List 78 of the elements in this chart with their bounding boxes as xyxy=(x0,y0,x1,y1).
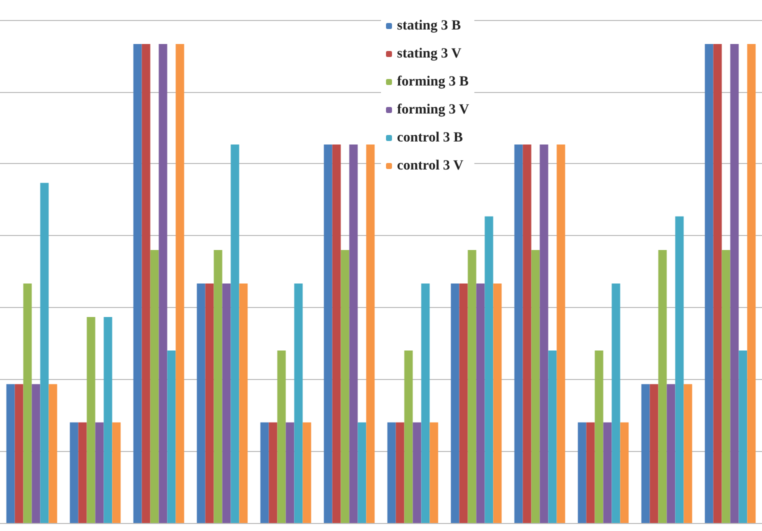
bar xyxy=(158,44,168,523)
bar xyxy=(112,422,121,523)
bar xyxy=(167,350,176,523)
bar xyxy=(540,144,548,523)
bar xyxy=(239,283,248,523)
bar xyxy=(404,350,413,523)
bar xyxy=(23,283,32,523)
bar xyxy=(324,144,332,523)
bar xyxy=(358,422,366,523)
bar xyxy=(450,283,460,523)
bar xyxy=(176,44,184,523)
bar xyxy=(468,250,476,523)
bar xyxy=(366,144,375,523)
bar xyxy=(430,422,438,523)
bar xyxy=(14,384,24,523)
bar xyxy=(340,250,350,523)
bar xyxy=(684,384,692,523)
bar xyxy=(493,283,502,523)
bar xyxy=(332,144,341,523)
bar xyxy=(484,216,494,523)
bar xyxy=(268,422,278,523)
bar xyxy=(658,250,667,523)
bar xyxy=(95,422,104,523)
bar xyxy=(412,422,422,523)
bar xyxy=(675,216,684,523)
bar xyxy=(603,422,612,523)
bar xyxy=(612,283,620,523)
bar xyxy=(222,283,231,523)
bar xyxy=(531,250,540,523)
bar xyxy=(476,283,485,523)
legend-label: forming 3 B xyxy=(397,74,469,90)
bar xyxy=(48,384,58,523)
bar xyxy=(722,250,730,523)
bar xyxy=(78,422,87,523)
bar xyxy=(713,44,722,523)
bar xyxy=(738,350,748,523)
bar xyxy=(277,350,286,523)
legend-label: control 3 B xyxy=(397,130,463,146)
bar xyxy=(214,250,222,523)
bar xyxy=(302,422,312,523)
bar xyxy=(459,283,468,523)
bar xyxy=(142,44,150,523)
bar xyxy=(650,384,658,523)
bar xyxy=(514,144,523,523)
bar xyxy=(150,250,159,523)
bar xyxy=(40,182,49,523)
bar xyxy=(704,44,714,523)
legend-label: stating 3 V xyxy=(397,46,462,62)
bar xyxy=(32,384,40,523)
legend-label: control 3 V xyxy=(397,158,464,174)
bar xyxy=(104,317,112,523)
bar xyxy=(133,44,142,523)
bar xyxy=(205,283,214,523)
bar xyxy=(286,422,294,523)
bar xyxy=(641,384,650,523)
bar xyxy=(586,422,595,523)
bar xyxy=(70,422,78,523)
legend-label: stating 3 B xyxy=(397,18,461,34)
legend-label: forming 3 V xyxy=(397,102,470,118)
bar xyxy=(421,283,430,523)
bar xyxy=(594,350,604,523)
bar xyxy=(620,422,629,523)
bar xyxy=(387,422,396,523)
bar xyxy=(548,350,557,523)
bar xyxy=(230,144,240,523)
bar xyxy=(666,384,676,523)
bar xyxy=(522,144,532,523)
bar xyxy=(349,144,358,523)
bar xyxy=(196,283,206,523)
bar xyxy=(556,144,566,523)
bar xyxy=(86,317,96,523)
bar xyxy=(294,283,303,523)
bar xyxy=(578,422,586,523)
bar xyxy=(747,44,756,523)
bar xyxy=(730,44,739,523)
bar xyxy=(396,422,404,523)
bar xyxy=(260,422,269,523)
bar xyxy=(6,384,15,523)
